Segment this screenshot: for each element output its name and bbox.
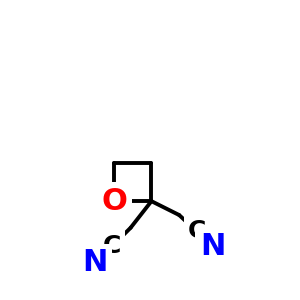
Text: C: C <box>187 219 206 243</box>
Text: N: N <box>82 248 107 277</box>
Text: C: C <box>103 234 122 258</box>
Text: O: O <box>101 187 128 216</box>
Text: N: N <box>200 232 225 261</box>
